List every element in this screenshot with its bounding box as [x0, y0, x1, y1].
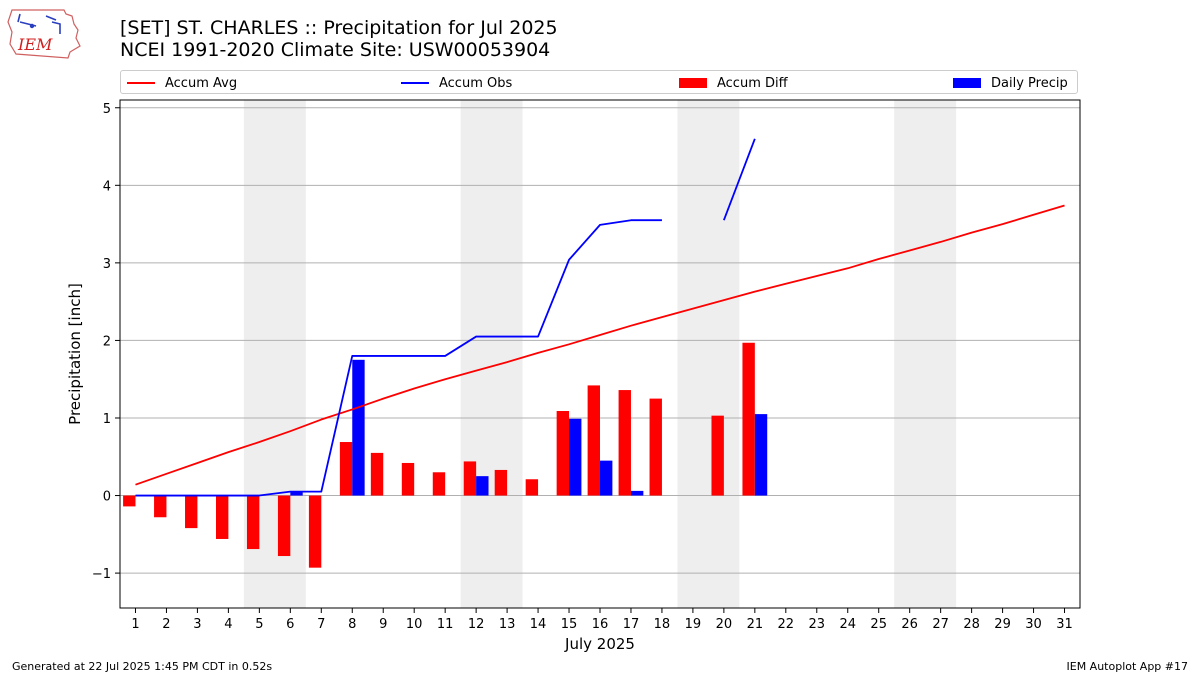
weekend-band-2 [460, 100, 523, 608]
accum-diff-bar-day-20 [711, 415, 724, 496]
y-axis-label: Precipitation [inch] [66, 283, 84, 425]
chart-title: [SET] ST. CHARLES :: Precipitation for J… [120, 17, 558, 39]
x-tick-label-6: 6 [286, 617, 294, 632]
legend-item-accum-avg: Accum Avg [127, 74, 237, 92]
x-tick-label-10: 10 [406, 617, 423, 632]
accum-diff-bar-day-5 [246, 495, 260, 550]
legend-label-accum-diff: Accum Diff [717, 75, 788, 91]
daily-precip-bar-day-21 [754, 414, 768, 496]
daily-precip-bar-day-16 [600, 460, 613, 496]
weekend-band-4 [894, 100, 957, 608]
x-tick-label-29: 29 [994, 617, 1011, 632]
weekend-band-3 [677, 100, 740, 608]
y-tick-label-2: 0 [103, 490, 111, 505]
accum-diff-bar-day-6 [277, 495, 291, 557]
x-tick-label-22: 22 [778, 617, 795, 632]
legend-label-accum-obs: Accum Obs [439, 75, 513, 91]
x-tick-label-13: 13 [499, 617, 516, 632]
accum-diff-bar-day-14 [525, 479, 539, 496]
x-tick-label-20: 20 [716, 617, 733, 632]
x-tick-label-15: 15 [561, 617, 578, 632]
generated-footer: Generated at 22 Jul 2025 1:45 PM CDT in … [12, 660, 273, 673]
y-tick-label-6: 4 [103, 179, 111, 194]
x-tick-label-31: 31 [1056, 617, 1073, 632]
accum-diff-bar-day-17 [618, 390, 631, 496]
chart-legend: Accum Avg Accum Obs Accum Diff Daily Pre… [120, 70, 1078, 94]
x-tick-label-25: 25 [870, 617, 887, 632]
x-tick-label-27: 27 [932, 617, 949, 632]
x-tick-label-30: 30 [1025, 617, 1042, 632]
x-tick-label-21: 21 [747, 617, 764, 632]
x-tick-label-14: 14 [530, 617, 547, 632]
legend-item-daily-precip: Daily Precip [953, 74, 1068, 92]
x-tick-label-4: 4 [224, 617, 232, 632]
accum-diff-bar-day-12 [463, 461, 477, 496]
x-tick-label-19: 19 [685, 617, 702, 632]
x-tick-label-3: 3 [193, 617, 201, 632]
x-tick-label-23: 23 [809, 617, 826, 632]
legend-swatch-daily-precip [953, 78, 981, 88]
accum-diff-bar-day-13 [494, 469, 508, 496]
legend-label-accum-avg: Accum Avg [165, 75, 238, 91]
x-tick-label-2: 2 [162, 617, 170, 632]
accum-diff-bar-day-8 [339, 442, 353, 496]
x-tick-label-17: 17 [623, 617, 640, 632]
daily-precip-bar-day-17 [630, 490, 644, 496]
y-tick-label-1: −1 [92, 567, 111, 582]
y-tick-label-5: 3 [103, 257, 111, 272]
daily-precip-bar-day-15 [569, 418, 582, 496]
daily-precip-bar-day-6 [290, 491, 303, 496]
y-tick-label-7: 5 [103, 102, 111, 117]
x-tick-label-7: 7 [317, 617, 325, 632]
x-tick-label-24: 24 [839, 617, 856, 632]
y-tick-label-4: 2 [103, 334, 111, 349]
accum-diff-bar-day-3 [185, 495, 198, 529]
x-tick-label-8: 8 [348, 617, 356, 632]
chart-subtitle: NCEI 1991-2020 Climate Site: USW00053904 [120, 39, 551, 61]
x-tick-label-28: 28 [963, 617, 980, 632]
accum-diff-bar-day-18 [649, 398, 662, 496]
x-tick-label-16: 16 [592, 617, 609, 632]
y-tick-label-3: 1 [103, 412, 111, 427]
x-tick-label-26: 26 [901, 617, 918, 632]
accum-diff-bar-day-7 [308, 495, 322, 568]
legend-swatch-accum-avg [127, 82, 155, 84]
x-tick-label-12: 12 [468, 617, 485, 632]
legend-swatch-accum-obs [401, 82, 429, 84]
daily-precip-bar-day-12 [476, 476, 489, 496]
accum-diff-bar-day-9 [370, 452, 384, 496]
accum-diff-bar-day-16 [587, 385, 600, 496]
accum-diff-bar-day-15 [556, 411, 570, 496]
daily-precip-bar-day-8 [352, 359, 365, 496]
accum-diff-bar-day-2 [154, 495, 167, 518]
accum-diff-bar-day-1 [123, 495, 136, 507]
legend-item-accum-obs: Accum Obs [401, 74, 512, 92]
x-axis-label: July 2025 [564, 635, 635, 653]
accum-obs-line-segment-1 [135, 219, 662, 497]
accum-diff-bar-day-11 [432, 472, 446, 496]
legend-swatch-accum-diff [679, 78, 707, 88]
x-tick-label-5: 5 [255, 617, 263, 632]
x-tick-label-18: 18 [654, 617, 671, 632]
accum-avg-line-segment-1 [135, 204, 1065, 486]
accum-diff-bar-day-4 [216, 495, 229, 539]
accum-diff-bar-day-21 [742, 342, 755, 496]
x-tick-label-1: 1 [131, 617, 139, 632]
accum-diff-bar-day-10 [401, 462, 415, 496]
legend-label-daily-precip: Daily Precip [991, 75, 1068, 91]
logo-text: IEM [17, 35, 53, 54]
legend-item-accum-diff: Accum Diff [679, 74, 788, 92]
app-footer: IEM Autoplot App #17 [1066, 660, 1189, 673]
accum-obs-line-segment-2 [723, 138, 756, 221]
iem-logo: IEM [7, 9, 81, 59]
x-tick-label-11: 11 [437, 617, 454, 632]
x-tick-label-9: 9 [379, 617, 387, 632]
